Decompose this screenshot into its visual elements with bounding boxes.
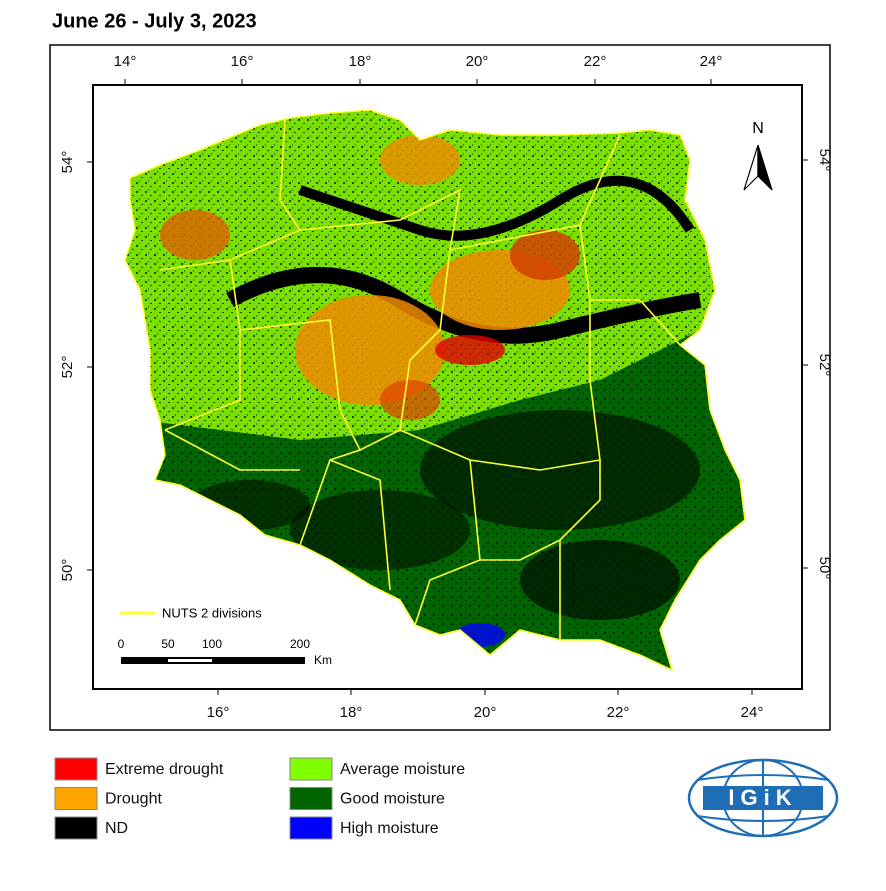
top-label: 14° xyxy=(114,53,137,70)
nuts-boundaries xyxy=(159,119,681,640)
scale-unit: Km xyxy=(314,653,332,667)
moisture-raster xyxy=(125,110,745,670)
legend-label: Drought xyxy=(105,791,162,808)
legend-swatch xyxy=(54,787,98,810)
scale-label: 50 xyxy=(161,637,175,651)
country-border xyxy=(124,109,746,672)
left-label: 50° xyxy=(59,559,76,582)
top-label: 16° xyxy=(231,53,254,70)
nuts-legend-label: NUTS 2 divisions xyxy=(162,605,262,620)
scale-bar: 0 50 100 200 Km xyxy=(118,637,332,667)
north-arrow: N xyxy=(743,120,773,191)
right-label: 54° xyxy=(816,149,833,172)
legend-swatch xyxy=(289,787,333,810)
legend-label: ND xyxy=(105,820,128,837)
top-label: 24° xyxy=(700,53,723,70)
scale-label: 200 xyxy=(290,637,310,651)
top-label: 18° xyxy=(349,53,372,70)
legend-swatch xyxy=(289,816,333,840)
logo: IGiK xyxy=(687,758,839,838)
graticule: 14° 16° 18° 20° 22° 24° 16° 18° 20° 22° 24° 54° 52° 5… xyxy=(59,53,833,721)
legend-label: Extreme drought xyxy=(105,761,224,778)
bottom-label: 18° xyxy=(340,704,363,721)
north-label: N xyxy=(752,120,764,137)
logo-text: IGiK xyxy=(728,785,797,810)
bottom-label: 20° xyxy=(474,704,497,721)
scale-label: 100 xyxy=(202,637,222,651)
bottom-label: 22° xyxy=(607,704,630,721)
top-label: 22° xyxy=(584,53,607,70)
right-label: 50° xyxy=(816,557,833,580)
scale-label: 0 xyxy=(118,637,125,651)
map-frame xyxy=(92,84,803,690)
right-label: 52° xyxy=(816,354,833,377)
top-label: 20° xyxy=(466,53,489,70)
legend-swatch xyxy=(54,757,98,781)
outer-frame xyxy=(49,44,831,731)
left-label: 52° xyxy=(59,356,76,379)
title: June 26 - July 3, 2023 xyxy=(52,10,257,32)
legend-label: Good moisture xyxy=(340,791,445,808)
legend-label: Average moisture xyxy=(340,761,465,778)
legend-label: High moisture xyxy=(340,820,439,837)
legend-swatch xyxy=(54,816,98,840)
bottom-label: 24° xyxy=(741,704,764,721)
legend-swatch xyxy=(289,757,333,781)
bottom-label: 16° xyxy=(207,704,230,721)
legend: Extreme drought Drought ND Average moisture… xyxy=(54,757,465,840)
left-label: 54° xyxy=(59,151,76,174)
